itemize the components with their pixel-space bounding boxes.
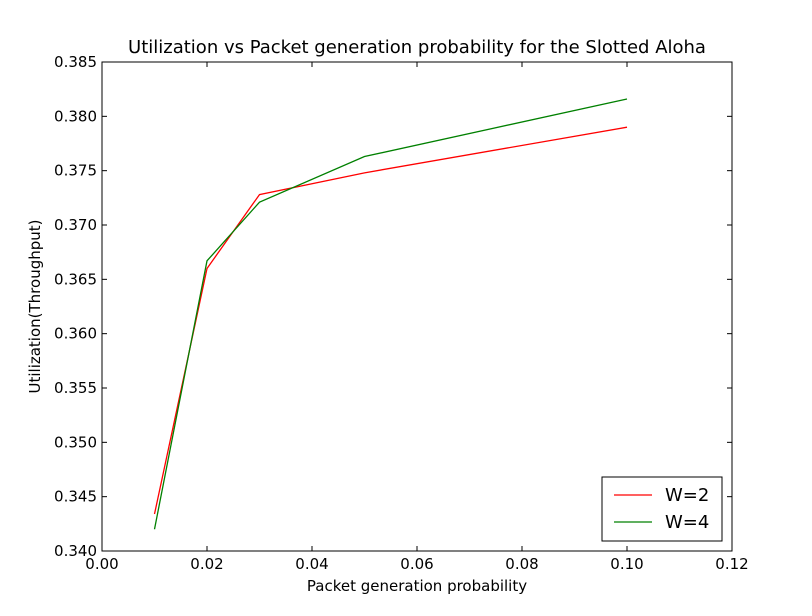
plot-area [102,62,732,551]
y-tick-label: 0.360 [54,325,97,343]
legend: W=2W=4 [601,476,723,542]
y-tick-label: 0.355 [54,379,97,397]
x-tick-label: 0.04 [295,555,328,573]
y-tick-label: 0.345 [54,488,97,506]
x-tick-label: 0.02 [190,555,223,573]
y-tick-label: 0.365 [54,270,97,288]
y-tick-label: 0.385 [54,53,97,71]
legend-label-1: W=2 [665,485,709,506]
y-axis-label: Utilization(Throughput) [26,220,44,394]
legend-box [601,476,723,542]
x-tick-label: 0.08 [505,555,538,573]
y-tick-label: 0.340 [54,542,97,560]
x-tick-label: 0.10 [610,555,643,573]
y-axis-ticks: 0.340 0.345 0.350 0.355 0.360 0.365 0.370 0.375… [54,53,732,560]
y-tick-label: 0.380 [54,107,97,125]
x-axis-label: Packet generation probability [307,577,527,595]
series-line-2 [153,98,628,530]
series-lines [153,98,628,530]
x-axis-ticks: 0.00 0.02 0.04 0.06 0.08 0.10 0.12 [85,62,749,573]
plot-background [102,62,732,551]
x-tick-label: 0.00 [85,555,118,573]
y-tick-label: 0.375 [54,162,97,180]
y-tick-label: 0.370 [54,216,97,234]
x-tick-label: 0.06 [400,555,433,573]
y-tick-label: 0.350 [54,433,97,451]
x-tick-label: 0.12 [715,555,748,573]
chart-title: Utilization vs Packet generation probabi… [128,37,706,58]
legend-label-2: W=4 [665,512,709,533]
